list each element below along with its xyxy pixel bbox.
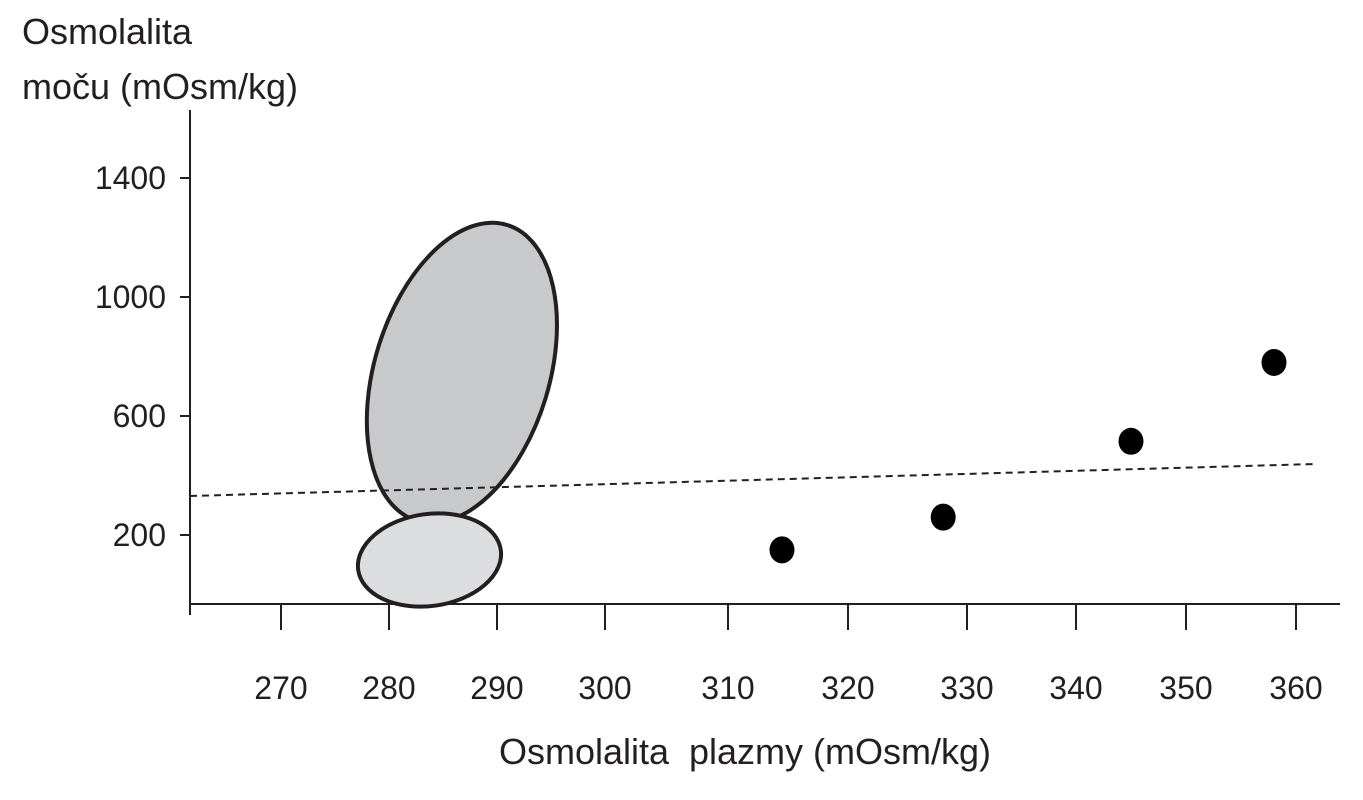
x-tick-label-290: 290 (470, 670, 523, 706)
region-small-ellipse (355, 511, 504, 609)
x-tick-label-300: 300 (578, 670, 631, 706)
x-tick-label-280: 280 (362, 670, 415, 706)
dashed-line-layer (189, 463, 1316, 497)
x-tick-label-320: 320 (821, 670, 874, 706)
x-axis-title: Osmolalita plazmy (mOsm/kg) (499, 731, 991, 772)
x-tick-label-350: 350 (1159, 670, 1212, 706)
x-tick-label-330: 330 (940, 670, 993, 706)
data-point-2 (930, 503, 956, 531)
y-tick-label-200: 200 (113, 517, 166, 553)
data-point-4 (1261, 348, 1287, 376)
x-ticks: 270 280 290 300 310 320 330 340 350 360 (254, 604, 1323, 706)
x-tick-label-340: 340 (1049, 670, 1102, 706)
x-tick-label-360: 360 (1269, 670, 1322, 706)
y-axis-title-line-2: moču (mOsm/kg) (22, 66, 298, 107)
y-axis-title-line-1: Osmolalita (22, 11, 193, 52)
data-point-3 (1118, 427, 1144, 455)
points-layer (769, 348, 1287, 564)
x-tick-label-270: 270 (254, 670, 307, 706)
x-tick-label-310: 310 (701, 670, 754, 706)
data-point-1 (769, 536, 795, 564)
region-large-ellipse (364, 220, 559, 525)
y-tick-label-600: 600 (113, 398, 166, 434)
y-ticks: 200 600 1000 1400 (95, 160, 190, 553)
y-tick-label-1400: 1400 (95, 160, 166, 196)
threshold-dashed-line (189, 463, 1316, 497)
y-tick-label-1000: 1000 (95, 279, 166, 315)
regions-layer (355, 220, 559, 609)
